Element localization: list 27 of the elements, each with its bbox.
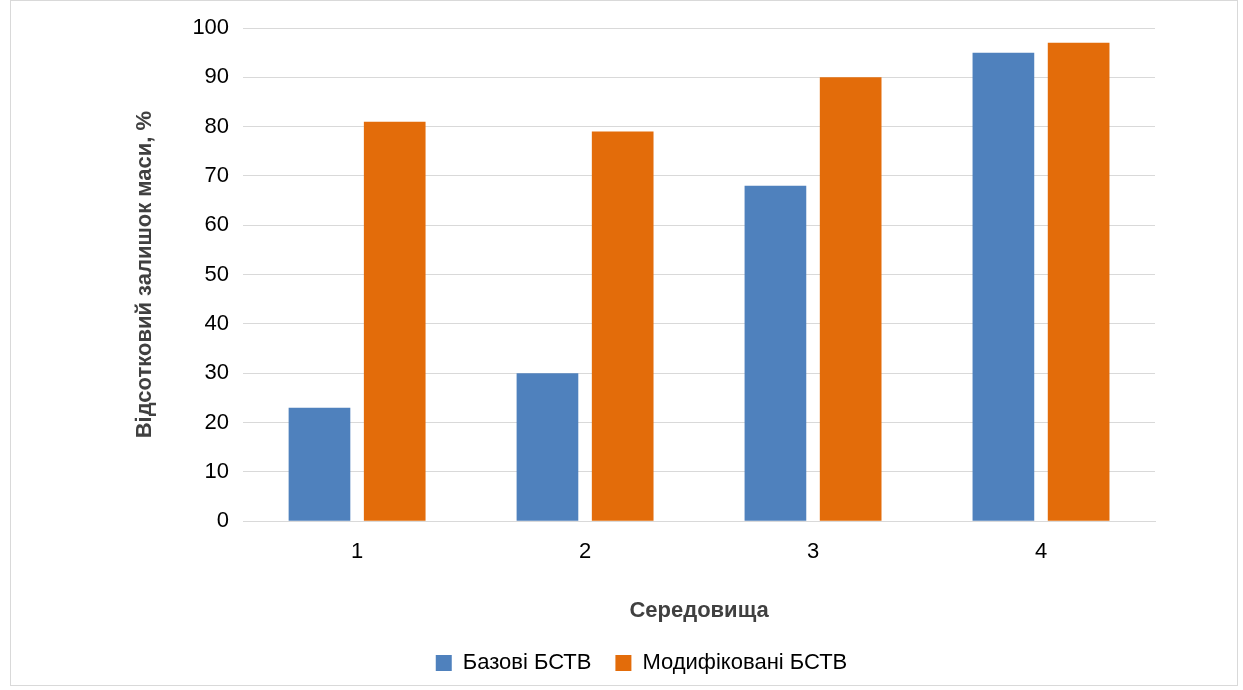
y-tick-label: 30 bbox=[204, 359, 230, 385]
x-tick-label: 1 bbox=[350, 538, 364, 564]
y-tick-label: 50 bbox=[204, 260, 230, 286]
y-tick-label: 80 bbox=[204, 112, 230, 138]
bar bbox=[819, 77, 882, 521]
y-tick-label: 70 bbox=[204, 162, 230, 188]
bar bbox=[363, 121, 426, 521]
y-tick-label: 90 bbox=[204, 63, 230, 89]
bar bbox=[744, 185, 807, 521]
bar bbox=[972, 52, 1035, 521]
bar bbox=[516, 373, 579, 521]
bar bbox=[591, 131, 654, 521]
legend-label: Модифіковані БСТВ bbox=[642, 649, 848, 675]
y-tick-label: 10 bbox=[204, 457, 230, 483]
y-tick-label: 20 bbox=[204, 408, 230, 434]
bar bbox=[1047, 42, 1110, 521]
y-tick-label: 100 bbox=[192, 14, 230, 40]
x-tick-label: 2 bbox=[578, 538, 592, 564]
legend-label: Базові БСТВ bbox=[462, 649, 592, 675]
x-axis-title: Середовища bbox=[629, 596, 770, 622]
x-tick-label: 4 bbox=[1034, 538, 1048, 564]
bar bbox=[288, 407, 351, 521]
y-tick-label: 0 bbox=[216, 507, 230, 533]
y-tick-label: 60 bbox=[204, 211, 230, 237]
x-tick-label: 3 bbox=[806, 538, 820, 564]
y-axis-title: Відсотковий залишок маси, % bbox=[131, 110, 157, 439]
y-tick-label: 40 bbox=[204, 309, 230, 335]
